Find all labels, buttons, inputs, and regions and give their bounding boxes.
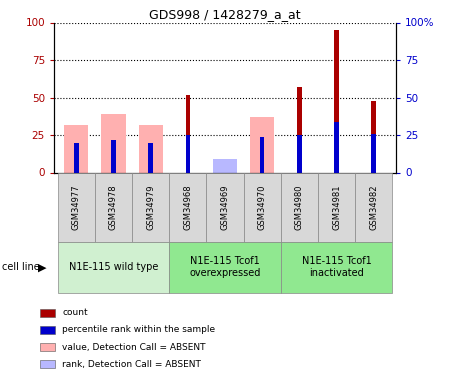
Bar — [185, 94, 190, 172]
Bar — [40, 309, 55, 317]
Text: N1E-115 wild type: N1E-115 wild type — [69, 262, 158, 272]
Bar — [40, 326, 55, 334]
Bar — [281, 172, 318, 242]
Text: cell line: cell line — [2, 262, 40, 272]
Bar — [132, 172, 169, 242]
Bar — [297, 87, 302, 172]
Bar — [95, 172, 132, 242]
Text: N1E-115 Tcof1
inactivated: N1E-115 Tcof1 inactivated — [302, 256, 371, 278]
Bar — [213, 160, 237, 172]
Bar — [101, 114, 126, 172]
Text: GSM34969: GSM34969 — [220, 184, 230, 230]
Bar — [58, 242, 169, 292]
Bar — [169, 172, 207, 242]
Bar — [58, 172, 95, 242]
Bar — [207, 172, 243, 242]
Text: value, Detection Call = ABSENT: value, Detection Call = ABSENT — [62, 342, 206, 351]
Text: GSM34982: GSM34982 — [369, 184, 378, 230]
Bar — [243, 172, 281, 242]
Bar — [318, 172, 355, 242]
Text: count: count — [62, 308, 88, 317]
Text: GSM34977: GSM34977 — [72, 184, 81, 230]
Bar — [371, 100, 376, 172]
Bar — [74, 142, 79, 172]
Bar — [64, 124, 88, 172]
Bar — [334, 30, 339, 172]
Bar — [148, 142, 153, 172]
Text: GSM34978: GSM34978 — [109, 184, 118, 230]
Text: GSM34970: GSM34970 — [258, 184, 267, 230]
Text: GSM34979: GSM34979 — [146, 184, 155, 230]
Text: GSM34980: GSM34980 — [295, 184, 304, 230]
Text: GSM34968: GSM34968 — [183, 184, 192, 230]
Bar — [334, 122, 339, 172]
Bar — [111, 140, 116, 172]
Bar — [355, 172, 392, 242]
Text: N1E-115 Tcof1
overexpressed: N1E-115 Tcof1 overexpressed — [189, 256, 261, 278]
Text: ▶: ▶ — [38, 262, 47, 272]
Bar — [213, 159, 237, 172]
Bar — [185, 135, 190, 172]
Bar — [281, 242, 392, 292]
Bar — [40, 343, 55, 351]
Bar — [139, 124, 163, 172]
Bar — [260, 136, 265, 172]
Bar — [40, 360, 55, 368]
Bar — [250, 117, 274, 172]
Title: GDS998 / 1428279_a_at: GDS998 / 1428279_a_at — [149, 8, 301, 21]
Bar — [371, 134, 376, 172]
Text: GSM34981: GSM34981 — [332, 184, 341, 230]
Bar — [297, 135, 302, 172]
Text: rank, Detection Call = ABSENT: rank, Detection Call = ABSENT — [62, 360, 201, 369]
Bar — [169, 242, 281, 292]
Text: percentile rank within the sample: percentile rank within the sample — [62, 326, 216, 334]
